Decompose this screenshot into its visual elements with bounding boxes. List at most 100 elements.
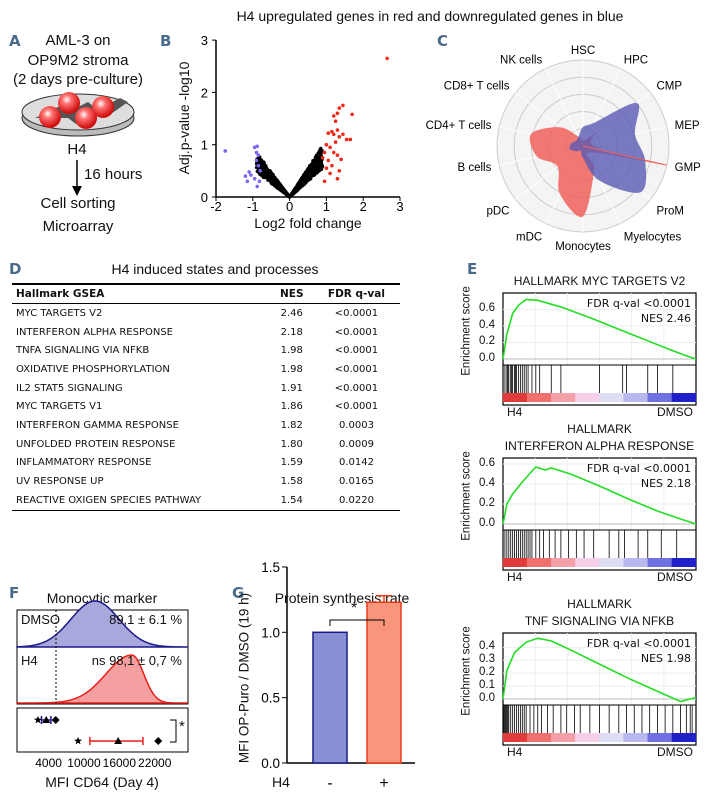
bar-significance: * — [351, 600, 358, 617]
ns-point — [278, 184, 282, 188]
rank-left-label: H4 — [507, 745, 523, 759]
x-tick-label: 0 — [286, 199, 293, 214]
ns-point — [265, 166, 269, 171]
down-point — [256, 153, 261, 157]
up-point — [333, 119, 338, 123]
panel-a-line: OP9M2 stroma — [27, 52, 129, 69]
rank-colorbar — [599, 733, 624, 742]
ns-point — [321, 164, 325, 168]
rank-colorbar — [599, 558, 624, 567]
up-point — [350, 112, 354, 117]
ns-point — [262, 162, 266, 166]
fdr-value: FDR q-val <0.0001 — [586, 637, 691, 650]
up-point — [330, 163, 334, 168]
table-cell: 1.82 — [280, 419, 303, 431]
table-row: UNFOLDED PROTEIN RESPONSE 1.80 0.0009 — [12, 435, 400, 454]
bar-ylabel: MFI OP-Puro / DMSO (19 h) — [236, 592, 252, 764]
up-point — [341, 132, 345, 137]
ns-point — [316, 151, 320, 155]
y-tick-label: 0.0 — [261, 756, 280, 771]
table-cell: 0.0165 — [338, 476, 374, 488]
gsea-table: Hallmark GSEA NES FDR q-val MYC TARGETS V2 2… — [12, 283, 400, 511]
x-tick-label: 22000 — [138, 756, 172, 770]
table-cell: INTERFERON GAMMA RESPONSE — [16, 419, 179, 431]
rank-colorbar — [671, 558, 697, 567]
table-cell: MYC TARGETS V1 — [16, 401, 103, 413]
table-row: REACTIVE OXIGEN SPECIES PATHWAY 1.54 0.022… — [12, 490, 400, 511]
replicate-diamond-marker — [51, 716, 60, 724]
up-point — [335, 153, 340, 157]
up-point — [331, 132, 336, 137]
rank-colorbar — [502, 733, 528, 742]
culture-dish-illustration — [21, 92, 135, 196]
ns-point — [309, 164, 314, 168]
ns-point — [259, 157, 263, 162]
up-point — [335, 176, 340, 181]
gsea-ytick: 0.4 — [479, 640, 495, 653]
rank-colorbar — [526, 733, 552, 742]
rank-colorbar — [575, 733, 600, 742]
panel-label-d: D — [9, 260, 22, 278]
panel-label-g: G — [232, 584, 245, 602]
up-point — [333, 140, 338, 144]
table-cell: UNFOLDED PROTEIN RESPONSE — [16, 438, 176, 450]
down-point — [247, 170, 251, 174]
table-cell: <0.0001 — [334, 363, 379, 375]
x-tick-label: -1 — [247, 199, 259, 214]
rank-colorbar — [647, 558, 673, 567]
table-row: IL2 STAT5 SIGNALING 1.91 <0.0001 — [12, 379, 400, 398]
down-point — [255, 144, 260, 149]
y-tick-label: 2 — [201, 85, 208, 100]
ns-point — [294, 186, 298, 190]
gsea-ytick: 0.4 — [479, 477, 495, 489]
nes-value: NES 1.98 — [640, 652, 691, 665]
up-point — [320, 155, 325, 160]
up-point — [326, 131, 331, 135]
flow-title: Monocytic marker — [46, 590, 158, 606]
rank-colorbar — [502, 393, 528, 402]
gsea-ytick: 0.0 — [479, 692, 495, 704]
gsea-title: HALLMARK MYC TARGETS V2 — [513, 274, 686, 288]
ns-point — [315, 165, 319, 169]
y-tick-label: 3 — [201, 33, 208, 48]
significance-bracket — [170, 719, 177, 743]
table-header: NES — [270, 283, 313, 304]
replicate-star-marker — [74, 736, 83, 745]
rank-colorbar — [502, 558, 528, 567]
y-tick-label: 1 — [201, 138, 208, 153]
radar-chart: HSC HPC CMP MEP GMP ProM Myelocytes Monocytes mD… — [426, 45, 702, 253]
y-tick-label: 1.0 — [261, 625, 280, 640]
hist-label-dmso: DMSO — [21, 612, 60, 627]
gsea-title: INTERFERON ALPHA RESPONSE — [504, 439, 695, 453]
table-cell: 0.0009 — [338, 438, 374, 450]
ns-point — [316, 169, 321, 173]
ns-point — [303, 171, 308, 175]
replicate-triangle-marker — [42, 716, 51, 723]
ns-point — [291, 191, 295, 195]
x-tick-label: 10000 — [67, 756, 101, 770]
rank-colorbar — [647, 733, 673, 742]
ns-point — [301, 178, 305, 182]
flow-significance: * — [179, 718, 185, 735]
panel-label-c: C — [437, 32, 449, 50]
gsea-ytick: 0.0 — [479, 517, 495, 529]
down-point — [254, 158, 259, 163]
h4-histogram — [16, 654, 189, 704]
figure-title: H4 upregulated genes in red and downregu… — [236, 8, 624, 24]
radar-axis-label: ProM — [656, 206, 683, 218]
gsea-ytick: 0.1 — [479, 679, 495, 692]
volcano-plot: -2 -1 0 1 2 3 0 1 2 3 — [201, 33, 404, 214]
up-point — [328, 145, 332, 150]
table-cell: <0.0001 — [334, 307, 379, 319]
x-tick-label: -2 — [210, 199, 222, 214]
x-tick-label: 2 — [360, 199, 367, 214]
table-cell: <0.0001 — [334, 382, 379, 394]
table-cell: OXIDATIVE PHOSPHORYLATION — [16, 363, 170, 375]
up-point — [337, 106, 342, 110]
fdr-value: FDR q-val <0.0001 — [586, 462, 691, 475]
rank-colorbar — [551, 733, 576, 742]
table-cell: 0.0220 — [312, 490, 400, 511]
table-title: H4 induced states and processes — [111, 261, 319, 277]
